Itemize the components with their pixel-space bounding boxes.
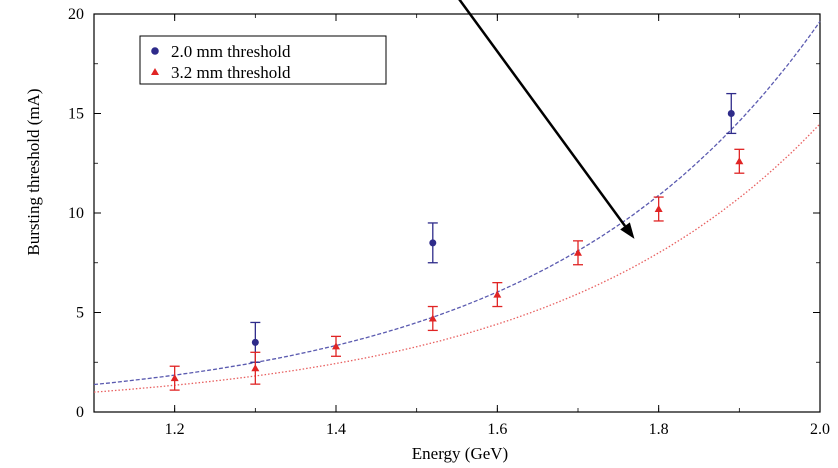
legend-marker-circle xyxy=(151,47,159,55)
data-point-circle xyxy=(251,338,259,346)
y-tick-label: 10 xyxy=(68,205,84,222)
data-points xyxy=(169,92,745,391)
x-tick-label: 1.6 xyxy=(487,421,507,438)
data-point-triangle xyxy=(493,290,502,298)
data-point-circle xyxy=(429,239,437,247)
data-point-triangle xyxy=(654,205,663,213)
x-axis-title: Energy (GeV) xyxy=(412,444,508,463)
y-tick-label: 0 xyxy=(76,404,84,421)
fit-curve-series-1 xyxy=(93,21,821,386)
data-point-triangle xyxy=(170,374,179,382)
data-point-triangle xyxy=(332,342,340,350)
axes: 1.2 1.4 1.6 1.8 2.0 0 5 10 15 20 xyxy=(68,6,830,438)
legend: 2.0 mm threshold 3.2 mm threshold xyxy=(139,35,387,85)
y-axis-title: Bursting threshold (mA) xyxy=(24,88,43,255)
y-tick-label: 5 xyxy=(76,305,84,322)
data-point-circle xyxy=(727,110,735,117)
data-point-triangle xyxy=(251,364,260,372)
legend-label-series-2: 3.2 mm threshold xyxy=(171,63,291,82)
x-tick-label: 1.2 xyxy=(165,421,185,438)
fit-curve-series-2 xyxy=(93,123,821,393)
x-tick-label: 1.8 xyxy=(649,421,669,438)
arrow-shaft xyxy=(458,0,627,227)
y-tick-label: 20 xyxy=(68,6,84,23)
x-tick-label: 2.0 xyxy=(810,421,830,438)
legend-marker-triangle xyxy=(151,68,159,75)
legend-label-series-1: 2.0 mm threshold xyxy=(171,42,291,61)
annotation-arrow xyxy=(458,0,635,239)
x-tick-label: 1.4 xyxy=(326,421,346,438)
data-point-triangle xyxy=(574,248,582,256)
legend-box xyxy=(139,35,387,85)
y-tick-label: 15 xyxy=(68,106,84,123)
fit-curves xyxy=(93,21,821,393)
data-point-triangle xyxy=(428,314,437,322)
arrow-head xyxy=(620,222,635,239)
data-point-triangle xyxy=(735,157,744,165)
